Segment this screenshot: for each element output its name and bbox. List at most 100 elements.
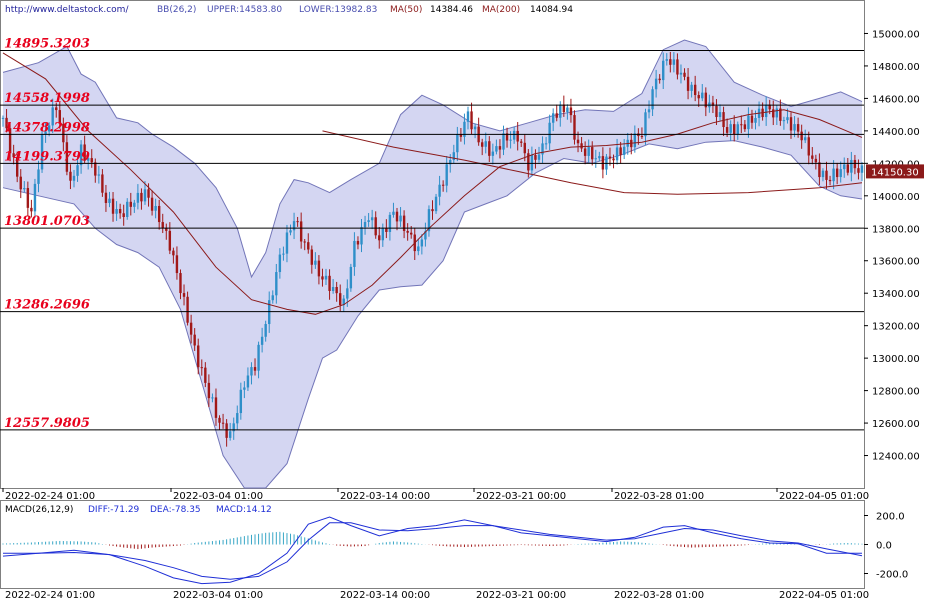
date-tick-label: 2022-03-14 00:00 (340, 491, 430, 502)
candle-body (715, 105, 718, 118)
candle-body (1, 117, 5, 119)
candle-body (47, 125, 51, 132)
candle-body (782, 120, 786, 122)
candle-body (342, 298, 345, 306)
price-tick-label: 14800.00 (872, 62, 920, 73)
candle-body (264, 324, 267, 337)
candle-body (644, 112, 647, 137)
candle-body (427, 209, 431, 232)
candle-body (37, 169, 40, 184)
candle-body (30, 207, 33, 212)
candle-body (385, 227, 388, 232)
candle-body (15, 157, 19, 177)
candle-body (470, 111, 473, 130)
candle-body (743, 124, 747, 130)
level-label: 14895.3203 (4, 36, 90, 51)
candle-body (729, 124, 732, 133)
bb-upper-label: UPPER:14583.80 (207, 5, 282, 15)
candle-body (857, 168, 860, 173)
ma200-value: 14084.94 (530, 5, 573, 15)
candle-body (583, 148, 587, 156)
candle-body (186, 296, 189, 323)
candle-body (395, 211, 399, 222)
price-tick-label: 14000.00 (872, 192, 920, 203)
macd-tick-label: 200.0 (876, 512, 905, 523)
price-tick-label: 14600.00 (872, 94, 920, 105)
candle-body (853, 159, 857, 169)
candle-body (381, 227, 385, 241)
ma50-value: 14384.46 (430, 5, 473, 15)
candle-body (612, 158, 615, 161)
candle-body (115, 208, 118, 214)
price-tick-label: 13400.00 (872, 289, 920, 300)
candle-body (551, 113, 555, 123)
candle-body (725, 127, 729, 133)
candle-body (832, 168, 835, 182)
candle-body (175, 255, 179, 274)
candle-body (537, 154, 541, 160)
candle-body (818, 162, 821, 178)
candle-body (434, 196, 438, 212)
candle-body (101, 174, 104, 193)
candle-body (214, 397, 218, 418)
candle-body (236, 413, 239, 424)
ma200-label: MA(200) (482, 5, 520, 15)
candle-body (672, 59, 676, 65)
candle-body (179, 273, 182, 294)
candle-body (658, 78, 661, 81)
candle-body (40, 134, 44, 170)
candle-body (218, 417, 221, 423)
ma50-label: MA(50) (390, 5, 422, 15)
candle-body (640, 136, 644, 138)
source-url[interactable]: http://www.deltastock.com/ (5, 5, 129, 15)
candle-body (669, 59, 672, 65)
candle-body (576, 139, 580, 144)
candle-body (704, 92, 708, 108)
price-date-axis: 2022-02-24 01:00 2022-03-04 01:00 2022-03-… (2, 488, 869, 502)
candle-body (651, 89, 654, 110)
candle-body (509, 139, 512, 141)
candle-body (207, 382, 211, 399)
candle-body (825, 170, 828, 180)
macd-date-tick-label: 2022-02-24 01:00 (5, 590, 95, 601)
price-axis: 15000.0014800.0014600.0014400.0014200.00… (864, 29, 920, 463)
candle-body (814, 158, 818, 163)
ma200-line (322, 130, 863, 195)
candle-body (530, 155, 534, 171)
candle-body (683, 72, 686, 77)
macd-dea-line (3, 522, 863, 580)
candle-body (51, 107, 54, 126)
candle-body (299, 221, 303, 242)
candle-body (772, 109, 775, 118)
candle-body (420, 239, 424, 247)
candle-body (722, 112, 725, 128)
candle-body (701, 92, 704, 99)
candle-body (562, 104, 566, 113)
candle-body (200, 367, 203, 369)
candle-body (370, 217, 374, 221)
candle-body (665, 59, 668, 61)
candle-body (388, 214, 392, 232)
candle-body (19, 176, 22, 190)
date-tick-label: 2022-04-05 01:00 (779, 491, 869, 502)
candle-body (527, 153, 530, 171)
candle-body (441, 184, 445, 186)
macd-tick-label: -200.0 (876, 570, 908, 581)
macd-diff-label: DIFF:-71.29 (88, 505, 140, 515)
candle-body (33, 183, 37, 212)
candle-body (86, 158, 90, 161)
candle-body (317, 260, 321, 277)
candle-body (150, 197, 154, 211)
candle-body (828, 179, 832, 182)
bollinger-lower-line (2, 140, 863, 489)
candle-body (310, 249, 314, 265)
candle-body (94, 162, 97, 176)
candle-body (250, 367, 253, 376)
macd-axis: 200.0 0.0 -200.0 (864, 512, 908, 581)
candle-body (466, 111, 470, 122)
candle-body (182, 293, 186, 297)
candle-body (23, 188, 26, 190)
candle-body (339, 293, 342, 306)
candle-body (5, 117, 8, 129)
candle-body (197, 345, 200, 368)
